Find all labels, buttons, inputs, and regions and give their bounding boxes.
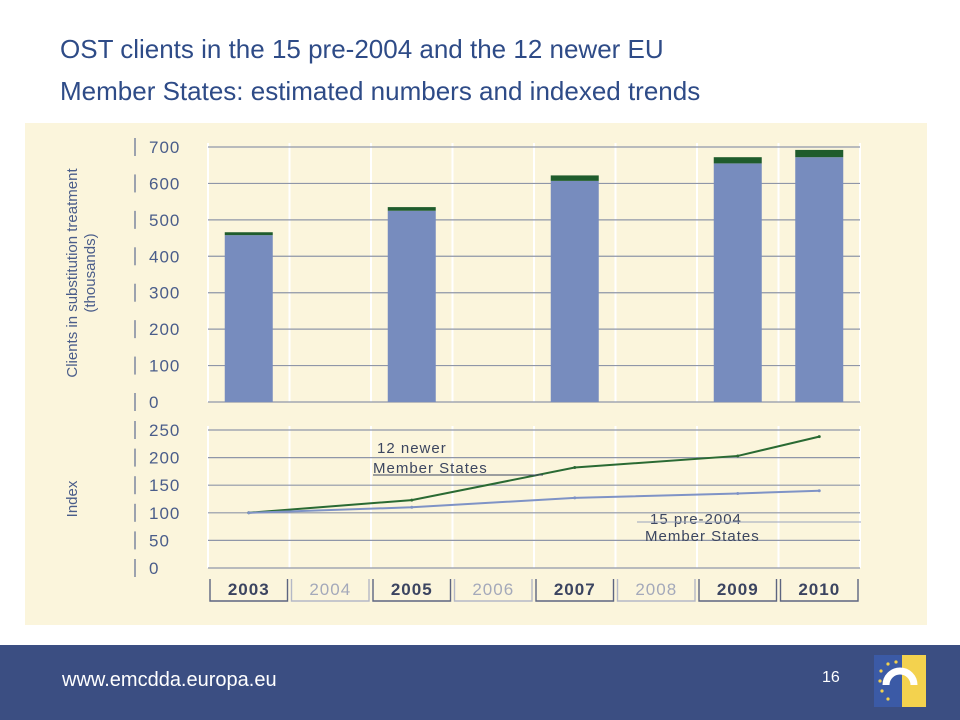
xtick-box xyxy=(290,579,370,602)
bar-ytick-label: 100 xyxy=(149,357,180,376)
line-ylabel: Index xyxy=(64,480,81,517)
line-point xyxy=(736,454,740,458)
bar-main-2009 xyxy=(713,163,762,402)
xtick-box xyxy=(453,579,533,602)
chart-svg: 0 100 200 300 400 500 600 700 0 50 100 150 200 250 12 … xyxy=(64,138,861,602)
line-point xyxy=(573,496,577,500)
line-ytick-label: 0 xyxy=(149,559,159,578)
eu-logo-icon xyxy=(874,655,926,707)
bar-top-2010 xyxy=(795,149,844,158)
slide-title: OST clients in the 15 pre-2004 and the 1… xyxy=(60,28,920,112)
bar-top-2009 xyxy=(713,157,762,164)
line-point xyxy=(817,435,821,439)
line-point xyxy=(410,498,414,502)
xtick-box xyxy=(209,579,289,602)
bar-main-2010 xyxy=(795,157,844,402)
line-point xyxy=(736,491,740,495)
line-point xyxy=(247,511,251,515)
line-ytick-label: 200 xyxy=(149,449,180,468)
bar-ylabel-line1: Clients in substitution treatment xyxy=(64,168,81,378)
bar-top-2005 xyxy=(387,207,436,211)
xtick-label-2006: 2006 xyxy=(472,580,514,599)
bar-ytick-label: 0 xyxy=(149,393,159,412)
xtick-box xyxy=(779,579,859,602)
slide-title-line-2: Member States: estimated numbers and ind… xyxy=(60,76,701,106)
slide-title-line-1: OST clients in the 15 pre-2004 and the 1… xyxy=(60,34,664,64)
xtick-label-2010: 2010 xyxy=(798,580,840,599)
annotation-pre2004-line2: Member States xyxy=(645,528,760,545)
bar-ytick-label: 700 xyxy=(149,138,180,157)
bar-ytick-label: 600 xyxy=(149,174,180,193)
bar-ytick-label: 400 xyxy=(149,247,180,266)
xtick-box xyxy=(698,579,778,602)
annotation-pre2004-line1: 15 pre-2004 xyxy=(650,511,742,528)
bar-ytick-label: 500 xyxy=(149,211,180,230)
bar-ytick-label: 200 xyxy=(149,320,180,339)
bar-main-2003 xyxy=(224,235,273,402)
annotation-newer-line1: 12 newer xyxy=(377,440,447,457)
xtick-label-2005: 2005 xyxy=(391,580,433,599)
xtick-box xyxy=(372,579,452,602)
page-number: 16 xyxy=(822,669,840,686)
xtick-label-2008: 2008 xyxy=(635,580,677,599)
line-ytick-label: 250 xyxy=(149,421,180,440)
footer-url[interactable]: www.emcdda.europa.eu xyxy=(62,669,277,691)
line-point xyxy=(817,489,821,493)
xtick-box xyxy=(616,579,696,602)
line-ytick-label: 150 xyxy=(149,476,180,495)
line-ytick-label: 50 xyxy=(149,531,170,550)
xtick-label-2004: 2004 xyxy=(309,580,351,599)
bar-main-2005 xyxy=(387,210,436,402)
xtick-box xyxy=(535,579,615,602)
annotation-newer-line2: Member States xyxy=(373,460,488,477)
bar-ytick-label: 300 xyxy=(149,284,180,303)
bar-ylabel-line2: (thousands) xyxy=(82,233,99,312)
xtick-label-2007: 2007 xyxy=(554,580,596,599)
xtick-label-2009: 2009 xyxy=(717,580,759,599)
bar-main-2007 xyxy=(550,180,599,402)
chart-panel: 0 100 200 300 400 500 600 700 0 50 100 150 200 250 12 … xyxy=(25,123,927,625)
line-point xyxy=(573,466,577,470)
line-point xyxy=(410,505,414,509)
bar-top-2007 xyxy=(550,175,599,181)
footer-bar: www.emcdda.europa.eu 16 xyxy=(0,645,960,720)
xtick-label-2003: 2003 xyxy=(228,580,270,599)
bar-top-2003 xyxy=(224,232,273,236)
line-ytick-label: 100 xyxy=(149,504,180,523)
